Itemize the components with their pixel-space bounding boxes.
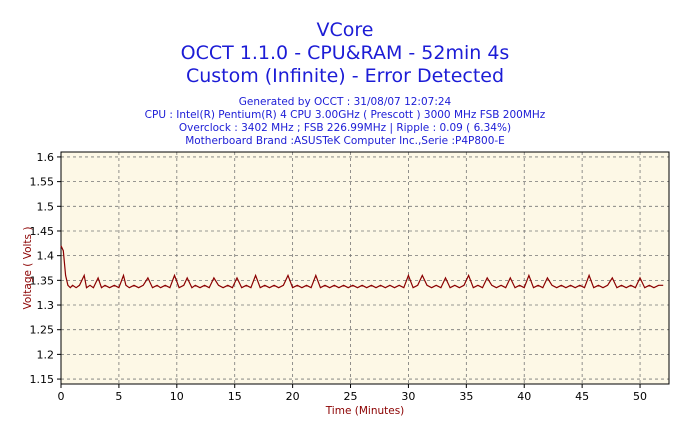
y-tick-label: 1.35: [30, 274, 55, 287]
y-tick-label: 1.15: [30, 373, 55, 386]
x-tick-label: 35: [459, 390, 473, 403]
info-overclock: Overclock : 3402 MHz ; FSB 226.99MHz | R…: [178, 122, 512, 134]
y-tick-label: 1.45: [30, 225, 55, 238]
info-cpu: CPU : Intel(R) Pentium(R) 4 CPU 3.00GHz …: [144, 109, 546, 121]
info-motherboard: Motherboard Brand :ASUSTeK Computer Inc.…: [185, 135, 505, 147]
y-tick-label: 1.3: [37, 299, 55, 312]
y-axis-label: Voltage ( Volts ): [22, 227, 34, 310]
y-tick-label: 1.55: [30, 176, 55, 189]
plot-border: [60, 151, 670, 385]
x-axis-label: Time (Minutes): [325, 405, 405, 417]
x-tick-label: 40: [517, 390, 531, 403]
y-tick-label: 1.5: [37, 200, 55, 213]
x-tick-label: 10: [170, 390, 184, 403]
x-tick-label: 5: [115, 390, 122, 403]
x-tick-label: 50: [633, 390, 647, 403]
x-tick-label: 25: [344, 390, 358, 403]
chart-subtitle-test: OCCT 1.1.0 - CPU&RAM - 52min 4s: [180, 42, 510, 64]
x-tick-label: 45: [575, 390, 589, 403]
x-tick-label: 0: [58, 390, 65, 403]
chart-subtitle-status: Custom (Infinite) - Error Detected: [185, 65, 505, 87]
y-tick-label: 1.6: [37, 151, 55, 164]
y-tick-label: 1.25: [30, 324, 55, 337]
plot-area: [61, 152, 669, 384]
vcore-series-line: [60, 245, 664, 289]
x-tick-label: 15: [228, 390, 242, 403]
x-tick-label: 30: [401, 390, 415, 403]
x-tick-label: 20: [286, 390, 300, 403]
chart-title: VCore: [316, 19, 374, 41]
y-tick-label: 1.2: [37, 348, 55, 361]
info-generated: Generated by OCCT : 31/08/07 12:07:24: [238, 96, 452, 108]
y-tick-label: 1.4: [37, 250, 55, 263]
